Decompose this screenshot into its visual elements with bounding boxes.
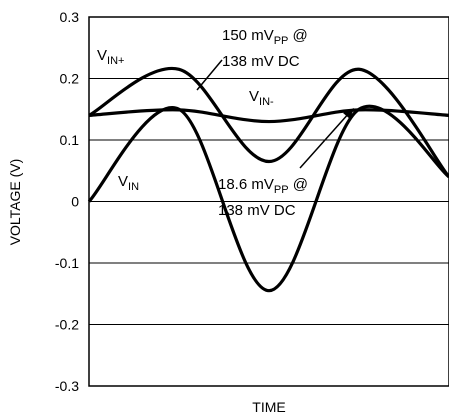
series-label-vin-plus: VIN+ [97, 47, 124, 67]
ann2-pp: PP [274, 184, 289, 196]
x-axis-label: TIME [252, 399, 285, 415]
annotation-vin-minus-line1: 18.6 mVPP @ [218, 176, 308, 196]
vin-main: V [118, 173, 128, 190]
series-label-vin-minus: VIN- [249, 88, 274, 108]
series-line-0 [88, 66, 449, 178]
series-line-2 [87, 104, 449, 293]
annotation-vin-plus-line1: 150 mVPP @ [222, 27, 308, 47]
y-tick-label: 0.1 [60, 132, 80, 148]
ann1-pp: PP [274, 35, 289, 47]
annotation-vin-plus-leader [196, 59, 223, 91]
ann1-value: 150 mV [222, 27, 274, 44]
annotation-vin-minus-arrowhead [343, 108, 354, 119]
vin-plus-sub: IN+ [107, 55, 124, 67]
annotation-vin-plus-line2: 138 mV DC [222, 53, 300, 70]
y-tick-labels: 0.3 0.2 0.1 0 -0.1 -0.2 -0.3 [55, 9, 79, 394]
annotation-vin-minus-leader [299, 111, 351, 169]
y-tick-label: 0.2 [60, 71, 80, 87]
series-line-1 [88, 108, 449, 124]
y-tick-label: 0 [71, 194, 79, 210]
y-tick-label: 0.3 [60, 9, 80, 25]
vin-plus-main: V [97, 47, 107, 64]
vin-sub: IN [128, 181, 139, 193]
y-tick-label: -0.2 [55, 317, 79, 333]
annotation-vin-minus-line2: 138 mV DC [218, 202, 296, 219]
y-axis-label: VOLTAGE (V) [7, 159, 23, 246]
ann2-at: @ [289, 176, 308, 193]
y-tick-label: -0.1 [55, 255, 79, 271]
ann1-at: @ [288, 27, 307, 44]
y-tick-label: -0.3 [55, 378, 79, 394]
vin-minus-main: V [249, 88, 259, 105]
grid-lines [89, 78, 449, 325]
series-label-vin: VIN [118, 173, 139, 193]
ann2-value: 18.6 mV [218, 176, 274, 193]
series-curves [87, 66, 449, 293]
vin-minus-sub: IN- [259, 96, 274, 108]
